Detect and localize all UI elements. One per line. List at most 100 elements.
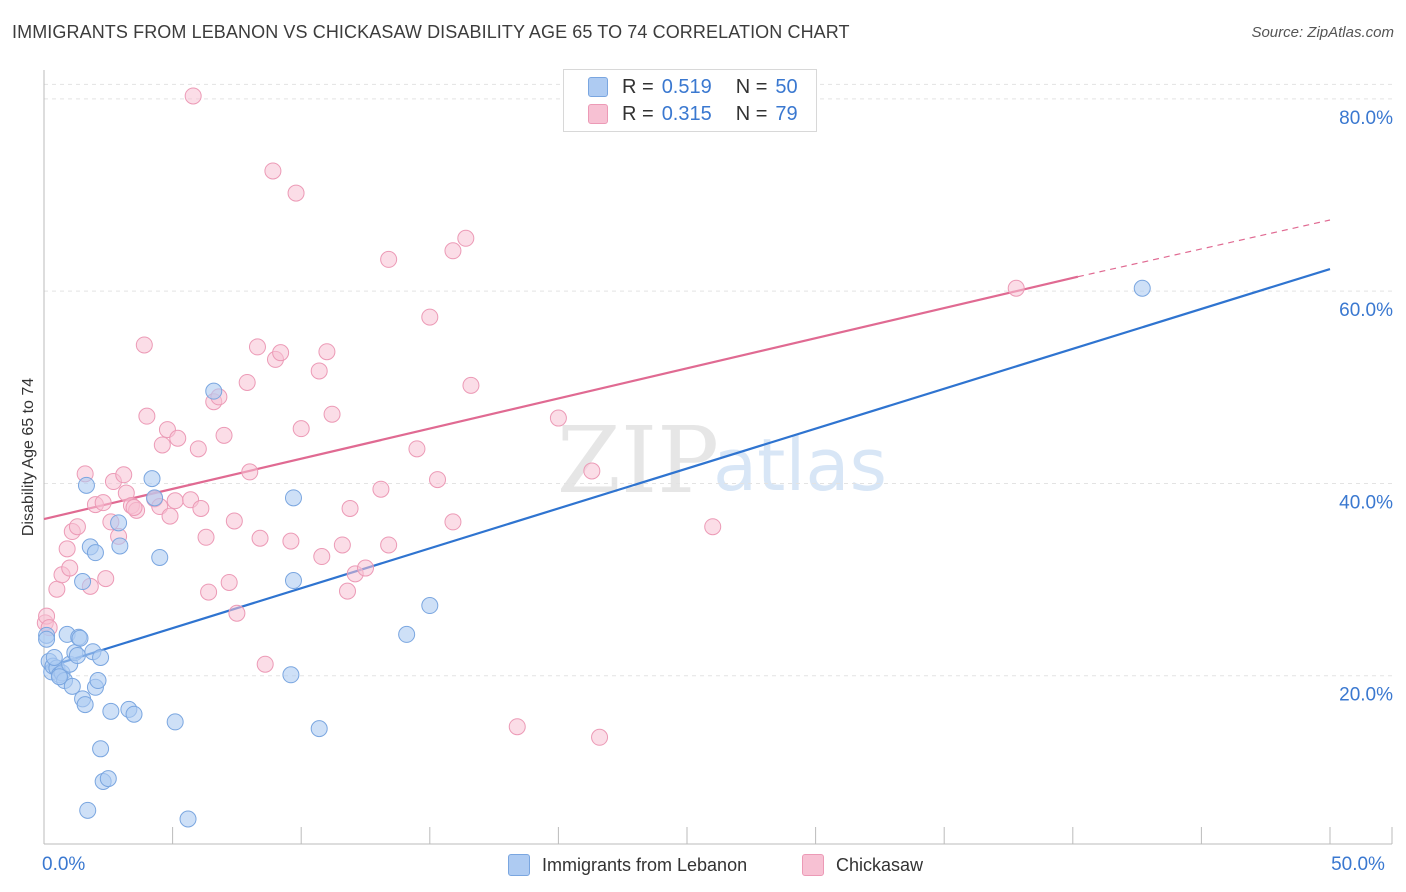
lebanon-point <box>146 489 164 507</box>
bottom-legend-chickasaw: Chickasaw <box>802 852 923 878</box>
chickasaw-point <box>153 436 171 454</box>
chickasaw-point <box>200 583 218 601</box>
chickasaw-points <box>36 87 1025 746</box>
chickasaw-point <box>97 570 115 588</box>
bottom-legend-swatch-lebanon <box>508 854 530 876</box>
lebanon-point <box>421 597 439 615</box>
chickasaw-point <box>292 420 310 438</box>
lebanon-point <box>77 476 95 494</box>
lebanon-point <box>45 648 63 666</box>
chickasaw-point <box>125 498 143 516</box>
watermark-atlas: atlas <box>713 423 887 507</box>
chickasaw-point <box>310 362 328 380</box>
chickasaw-point <box>135 336 153 354</box>
chickasaw-point <box>408 440 426 458</box>
chickasaw-point <box>313 548 331 566</box>
chart-title: IMMIGRANTS FROM LEBANON VS CHICKASAW DIS… <box>12 22 850 42</box>
tick-labels: 20.0% 40.0% 60.0% 80.0% 0.0% 50.0% <box>42 108 1393 875</box>
chickasaw-point <box>251 529 269 547</box>
chickasaw-point <box>220 573 238 591</box>
lebanon-point <box>63 677 81 695</box>
legend-row-lebanon: R = 0.519 N = 50 <box>588 75 798 99</box>
y-tick-label: 40.0% <box>1339 492 1393 513</box>
chickasaw-point <box>138 407 156 425</box>
lebanon-point <box>99 770 117 788</box>
y-tick-label: 20.0% <box>1339 685 1393 706</box>
legend-r-value: 0.315 <box>661 102 712 125</box>
lebanon-point <box>310 720 328 738</box>
legend-n-label: N = <box>735 75 768 98</box>
y-tick-label: 80.0% <box>1339 108 1393 129</box>
chickasaw-point <box>341 499 359 517</box>
lebanon-point <box>284 489 302 507</box>
chickasaw-point <box>184 87 202 105</box>
legend-r-label: R = <box>622 102 654 125</box>
chickasaw-point <box>228 604 246 622</box>
chickasaw-point <box>338 582 356 600</box>
legend-swatch-chickasaw <box>588 104 608 124</box>
lebanon-point <box>71 629 89 647</box>
y-tick-label: 60.0% <box>1339 300 1393 321</box>
lebanon-point <box>179 810 197 828</box>
chickasaw-point <box>372 480 390 498</box>
chickasaw-point <box>704 518 722 536</box>
x-tick-label: 0.0% <box>42 854 85 875</box>
chickasaw-point <box>457 229 475 247</box>
chickasaw-point <box>444 513 462 531</box>
chickasaw-point <box>323 405 341 423</box>
legend-row-chickasaw: R = 0.315 N = 79 <box>588 102 798 126</box>
chickasaw-point <box>68 518 86 536</box>
chickasaw-point <box>94 494 112 512</box>
lebanon-point <box>89 672 107 690</box>
trend-lines <box>43 219 1331 670</box>
chickasaw-point <box>444 242 462 260</box>
chickasaw-point <box>287 184 305 202</box>
chickasaw-point <box>48 580 66 598</box>
watermark-zip: ZIP <box>557 407 719 514</box>
chickasaw-point <box>318 343 336 361</box>
lebanon-point <box>282 666 300 684</box>
axes <box>43 70 1393 845</box>
chart-source: Source: ZipAtlas.com <box>1251 24 1394 41</box>
chickasaw-point <box>115 466 133 484</box>
legend-n-label: N = <box>735 102 768 125</box>
bottom-legend-swatch-chickasaw <box>802 854 824 876</box>
chickasaw-point <box>192 499 210 517</box>
chickasaw-point <box>256 655 274 673</box>
chickasaw-point <box>241 463 259 481</box>
chickasaw-point <box>197 528 215 546</box>
lebanon-point <box>284 572 302 590</box>
bottom-legend-label-lebanon: Immigrants from Lebanon <box>542 854 748 875</box>
lebanon-point <box>398 625 416 643</box>
lebanon-point <box>125 705 143 723</box>
lebanon-points <box>38 279 1151 828</box>
chickasaw-point <box>58 540 76 558</box>
trend-line-chickasaw <box>43 275 1079 521</box>
lebanon-point <box>92 740 110 758</box>
bottom-legend-label-chickasaw: Chickasaw <box>836 854 924 875</box>
lebanon-point <box>1133 279 1151 297</box>
chickasaw-point <box>583 462 601 480</box>
chickasaw-point <box>166 492 184 510</box>
chickasaw-point <box>189 440 207 458</box>
chickasaw-point <box>282 532 300 550</box>
lebanon-point <box>111 537 129 555</box>
chickasaw-point <box>421 308 439 326</box>
chickasaw-point <box>1007 279 1025 297</box>
chickasaw-point <box>238 373 256 391</box>
lebanon-point <box>86 544 104 562</box>
chickasaw-point <box>549 409 567 427</box>
lebanon-point <box>38 630 56 648</box>
chickasaw-point <box>591 728 609 746</box>
lebanon-point <box>166 713 184 731</box>
legend-r-value: 0.519 <box>661 75 712 98</box>
chickasaw-point <box>264 162 282 180</box>
x-tick-label: 50.0% <box>1331 854 1385 875</box>
legend: R = 0.519 N = 50 R = 0.315 N = 79 <box>563 69 817 132</box>
lebanon-point <box>143 470 161 488</box>
chickasaw-point <box>248 338 266 356</box>
lebanon-point <box>79 801 97 819</box>
chickasaw-point <box>215 426 233 444</box>
chickasaw-point <box>61 559 79 577</box>
